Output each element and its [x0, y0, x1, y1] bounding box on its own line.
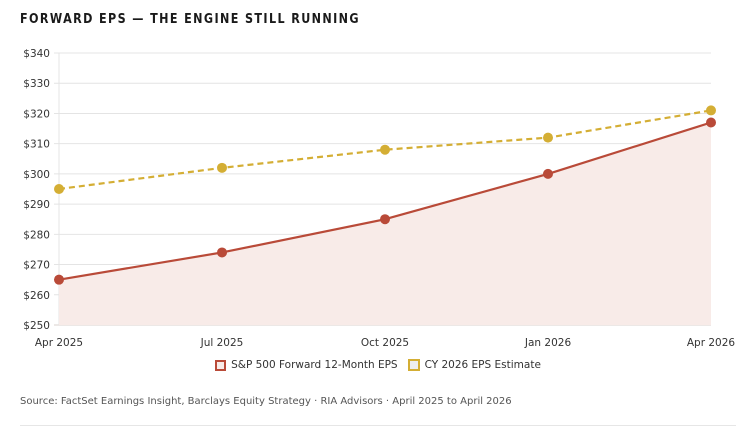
x-axis-ticks: Apr 2025 Jul 2025 Oct 2025 Jan 2026 Apr 2026: [35, 337, 736, 349]
series-points: [54, 105, 716, 285]
estimate-swatch-icon: [407, 359, 420, 371]
legend-label-eps: S&P 500 Forward 12-Month EPS: [231, 359, 398, 371]
y-axis-ticks: $250 $260 $270 $280 $290 $300 $310 $320 $330 $340: [23, 48, 50, 332]
eps-point: [706, 117, 716, 128]
legend-label-estimate: CY 2026 EPS Estimate: [424, 359, 541, 371]
x-tick-label: Apr 2025: [35, 337, 83, 349]
eps-point: [54, 274, 64, 285]
estimate-point: [706, 105, 716, 116]
y-tick-label: $290: [23, 199, 50, 211]
x-tick-label: Apr 2026: [687, 337, 736, 349]
y-tick-label: $320: [23, 108, 50, 120]
y-tick-label: $310: [23, 139, 50, 151]
y-tick-label: $270: [23, 260, 50, 272]
legend: S&P 500 Forward 12-Month EPS CY 2026 EPS…: [0, 359, 756, 371]
x-tick-label: Jan 2026: [524, 337, 572, 349]
eps-swatch-icon: [215, 359, 227, 371]
eps-point: [543, 168, 553, 179]
y-tick-label: $250: [23, 320, 50, 332]
y-tick-label: $300: [23, 169, 50, 181]
estimate-point: [380, 144, 390, 155]
eps-point: [217, 247, 227, 258]
x-tick-label: Oct 2025: [361, 337, 409, 349]
chart-title: FORWARD EPS — THE ENGINE STILL RUNNING: [20, 12, 360, 27]
estimate-point: [543, 132, 553, 143]
source-note: Source: FactSet Earnings Insight, Barcla…: [20, 396, 512, 407]
divider: [20, 425, 736, 426]
legend-item-eps[interactable]: S&P 500 Forward 12-Month EPS: [215, 359, 398, 371]
estimate-point: [54, 184, 64, 194]
y-tick-label: $340: [23, 48, 50, 60]
estimate-point: [217, 162, 227, 173]
legend-item-estimate[interactable]: CY 2026 EPS Estimate: [407, 359, 541, 371]
y-tick-label: $330: [23, 78, 50, 90]
y-tick-label: $260: [23, 290, 50, 302]
x-tick-label: Jul 2025: [200, 337, 244, 349]
eps-point: [380, 214, 390, 225]
y-tick-label: $280: [23, 229, 50, 241]
